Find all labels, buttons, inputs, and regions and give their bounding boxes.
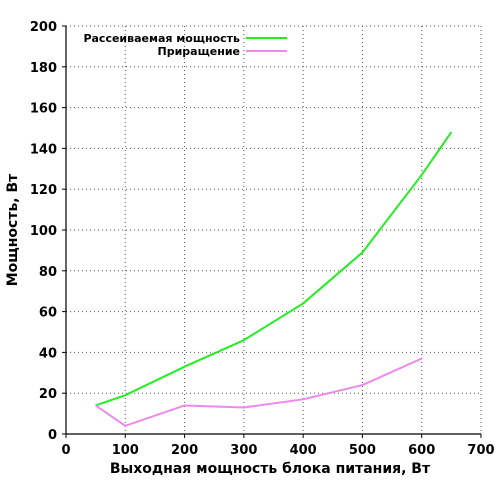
y-tick-label: 120 xyxy=(30,183,57,198)
y-tick-label: 180 xyxy=(30,61,57,76)
y-tick-label: 140 xyxy=(30,142,57,157)
series-line-2 xyxy=(95,357,423,427)
x-tick-label: 600 xyxy=(408,443,435,458)
series-line-1 xyxy=(95,131,453,407)
y-tick-label: 100 xyxy=(30,224,57,239)
y-tick-label: 20 xyxy=(39,387,57,402)
y-tick-label: 80 xyxy=(39,265,57,280)
series-lines xyxy=(95,131,453,427)
y-tick-label: 40 xyxy=(39,346,57,361)
y-tick-label: 160 xyxy=(30,102,57,117)
x-tick-label: 100 xyxy=(112,443,139,458)
axes xyxy=(62,25,482,438)
x-tick-label: 400 xyxy=(290,443,317,458)
tick-labels: 0 100 200 300 400 500 600 700 0 20 40 60 80 100 120 140… xyxy=(30,20,495,458)
x-tick-label: 700 xyxy=(467,443,494,458)
legend-label-2: Приращение xyxy=(158,45,240,58)
grid xyxy=(66,25,482,434)
x-axis-label: Выходная мощность блока питания, Вт xyxy=(110,461,431,477)
x-tick-label: 200 xyxy=(171,443,198,458)
x-tick-label: 500 xyxy=(349,443,376,458)
y-tick-label: 0 xyxy=(48,428,57,443)
y-tick-label: 200 xyxy=(30,20,57,35)
x-tick-label: 0 xyxy=(61,443,70,458)
y-axis-label: Мощность, Вт xyxy=(5,173,21,286)
y-tick-label: 60 xyxy=(39,306,57,321)
legend-label-1: Рассеиваемая мощность xyxy=(83,32,240,45)
x-tick-label: 300 xyxy=(230,443,257,458)
